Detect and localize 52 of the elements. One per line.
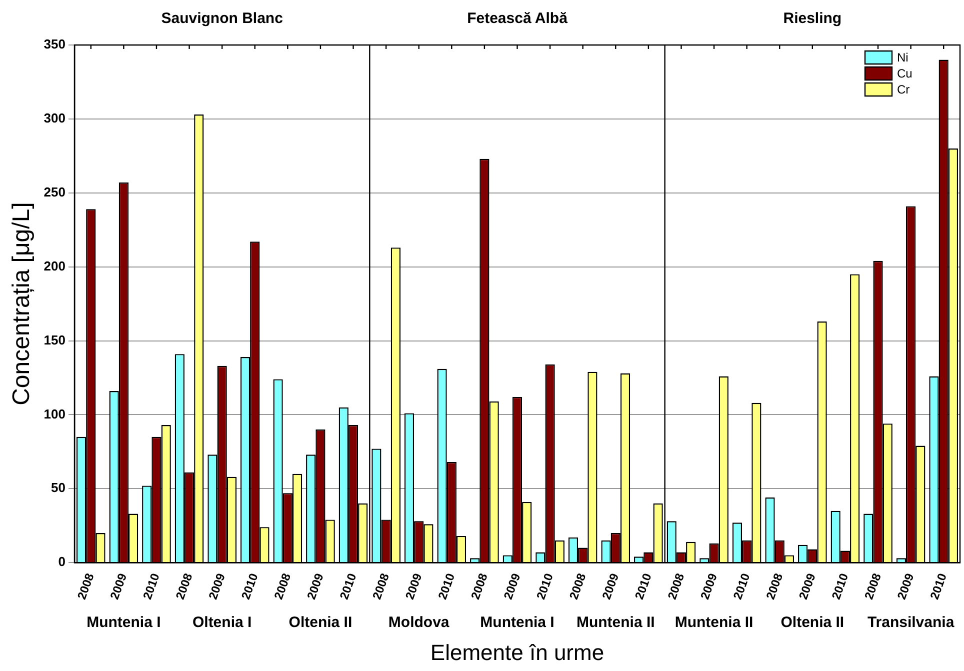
y-tick-label: 150	[44, 332, 66, 348]
x-tick-label: 2010	[336, 571, 360, 602]
x-tick-label: 2009	[894, 571, 917, 602]
text: Muntenia I	[86, 614, 161, 632]
x-tick-label: 2008	[271, 571, 294, 602]
y-tick-label: 300	[44, 110, 66, 126]
x-tick-label: 2008	[172, 571, 196, 602]
x-tick-label: 2009	[500, 571, 524, 602]
text: Fetească Albă	[467, 10, 568, 28]
y-tick-label: 200	[44, 258, 66, 274]
legend-label: Ni	[897, 50, 908, 64]
y-tick-label: 50	[51, 480, 66, 496]
text: Oltenia I	[192, 614, 252, 632]
x-tick-label: 2008	[468, 571, 490, 602]
x-tick-label: 2009	[107, 571, 130, 602]
text: Oltenia II	[780, 614, 844, 632]
text: Sauvignon Blanc	[161, 10, 283, 28]
x-tick-label: 2008	[763, 571, 786, 602]
text: Moldova	[388, 614, 450, 632]
x-tick-label: 2009	[402, 571, 425, 602]
x-axis-title: Elemente în urme	[430, 640, 604, 665]
y-axis-title: Concentrația [μg/L]	[8, 202, 36, 406]
text: Oltenia II	[288, 614, 352, 632]
legend-label: Cr	[897, 82, 910, 96]
y-tick-label: 100	[44, 406, 66, 422]
x-tick-label: 2008	[664, 571, 688, 602]
x-tick-label: 2010	[730, 571, 753, 602]
x-tick-label: 2008	[74, 571, 97, 602]
x-tick-label: 2010	[927, 571, 950, 602]
text: Muntenia II	[674, 614, 754, 632]
x-tick-label: 2009	[796, 571, 818, 602]
x-tick-label: 2008	[566, 571, 589, 602]
legend-label: Cu	[897, 66, 912, 80]
x-tick-label: 2009	[206, 571, 228, 602]
x-tick-label: 2010	[534, 571, 556, 602]
x-tick-label: 2010	[140, 571, 163, 602]
y-tick-label: 0	[58, 554, 66, 570]
x-tick-label: 2008	[370, 571, 392, 602]
y-tick-label: 250	[44, 184, 66, 200]
text: Riesling	[783, 10, 842, 28]
text: Muntenia I	[480, 614, 554, 632]
text: Transilvania	[867, 614, 955, 632]
x-tick-label: 2009	[698, 571, 720, 602]
x-tick-label: 2010	[435, 571, 458, 602]
x-tick-label: 2009	[304, 571, 327, 602]
x-tick-label: 2008	[862, 571, 884, 602]
text: Muntenia II	[576, 614, 655, 632]
x-tick-label: 2010	[632, 571, 654, 602]
x-tick-label: 2009	[599, 571, 622, 602]
x-tick-label: 2010	[238, 571, 261, 602]
x-tick-label: 2010	[828, 571, 852, 602]
y-tick-label: 350	[44, 36, 66, 52]
